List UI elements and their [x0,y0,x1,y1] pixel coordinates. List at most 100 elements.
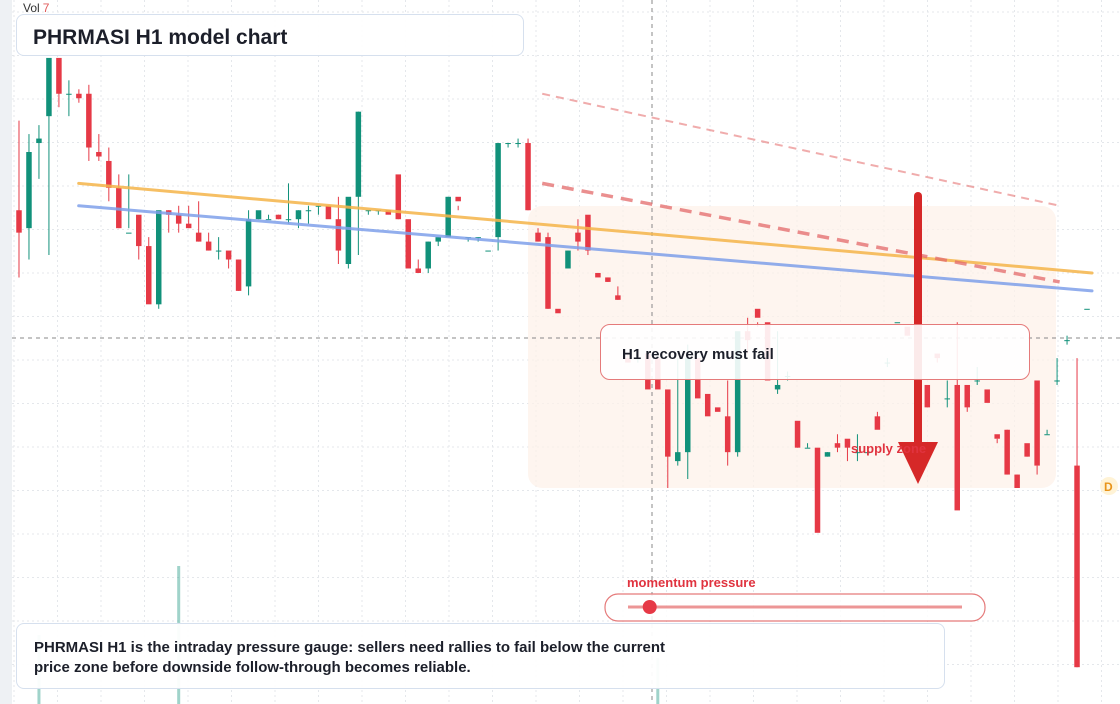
left-axis-strip [0,0,12,704]
candle-body [385,210,392,215]
candle-body [365,210,372,212]
channel-line-1 [542,92,1060,207]
candle-body [205,241,212,251]
candle-body [275,214,282,220]
candle-body [505,143,511,145]
candle-body [215,250,222,252]
candle-body [36,138,42,144]
candle-body [175,214,182,224]
candle-body [255,210,262,220]
candle-body [615,295,621,300]
candle-body [565,250,571,269]
candle-body [155,210,162,305]
momentum-label: momentum pressure [627,575,756,590]
candle-body [495,143,501,238]
candle-body [525,143,531,211]
candle-body [724,416,731,453]
candle-body [535,232,541,242]
candle-body [704,393,711,417]
candle-body [685,358,691,453]
candle-body [944,398,951,400]
candle-body [475,237,481,239]
candle-body [894,322,901,324]
edge-badge [1100,477,1118,495]
candle-body [355,111,362,197]
volume-value: 7 [42,1,50,15]
candle-body [714,407,721,412]
candle-body [485,250,491,252]
candle-body [1014,474,1020,488]
candle-body [515,143,521,145]
candle-body [96,152,102,157]
candle-body [106,160,112,188]
candle-body [984,389,990,403]
candle-body [1004,429,1010,475]
summary-panel: PHRMASI H1 is the intraday pressure gaug… [16,623,945,689]
down-arrow-head [898,442,938,484]
candle-body [605,277,611,282]
candle-body [56,57,62,94]
candle-body [126,232,132,234]
trendline-1 [77,181,1094,275]
candle-body [455,196,461,202]
candle-body [315,205,322,207]
candle-body [1034,380,1040,466]
candle-body [844,438,851,448]
callout-text: H1 recovery must fail [622,346,774,363]
candle-body [16,210,22,233]
title-panel: PHRMASI H1 model chart [16,14,524,56]
candle-body [195,232,202,242]
candle-body [415,268,421,273]
candle-body [245,219,252,287]
channel-line-2 [541,181,1060,284]
candle-body [1084,308,1090,310]
candle-body [555,308,561,314]
candle-body [136,214,142,247]
candle-body [575,232,581,242]
candle-body [325,205,332,220]
candle-body [66,93,72,95]
candle-body [1044,434,1050,436]
candle-body [295,210,302,220]
edge-badge-label: D [1104,480,1113,494]
candle-body [1024,443,1030,457]
candle-body [425,241,431,269]
candle-body [804,447,811,449]
candle-body [26,152,32,229]
candle-body [734,331,741,453]
candle-body [435,237,441,242]
candle-body [1074,465,1080,668]
candle-body [665,389,671,457]
candle-body [954,384,960,511]
candle-body [86,93,92,148]
candle-body [1054,380,1060,382]
candle-body [754,308,761,318]
candle-body [974,380,980,382]
candle-body [994,434,1000,439]
candle-body [335,219,342,251]
candle-body [854,452,861,454]
candle-body [76,93,82,99]
candle-body [964,384,970,408]
candle-body [146,246,152,305]
candle-body [874,416,881,430]
candle-body [774,384,781,390]
candle-body [1064,340,1070,342]
chart-title: PHRMASI H1 model chart [33,26,288,49]
candle-body [46,57,52,117]
candle-body [395,174,402,220]
candle-body [864,452,871,454]
candle-body [834,443,841,448]
candle-body [265,219,272,221]
candle-body [545,237,551,309]
candle-body [225,250,232,260]
candle-body [675,452,681,462]
candle-body [405,219,412,269]
candle-body [794,420,801,448]
trendline-2 [77,204,1094,293]
candle-body [305,210,312,212]
candle-body [285,219,292,221]
candle-body [185,223,192,229]
momentum-knob [642,600,657,614]
recovery-callout: H1 recovery must fail [600,324,1030,380]
